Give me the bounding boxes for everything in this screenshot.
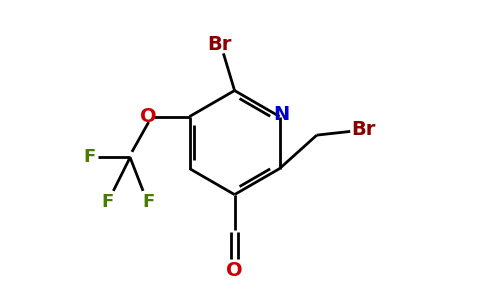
Text: O: O: [140, 107, 157, 126]
Text: O: O: [226, 261, 243, 280]
Text: F: F: [83, 148, 95, 166]
Text: Br: Br: [351, 120, 376, 139]
Text: N: N: [273, 105, 289, 124]
Text: Br: Br: [208, 34, 232, 54]
Text: F: F: [102, 193, 114, 211]
Text: F: F: [142, 193, 155, 211]
